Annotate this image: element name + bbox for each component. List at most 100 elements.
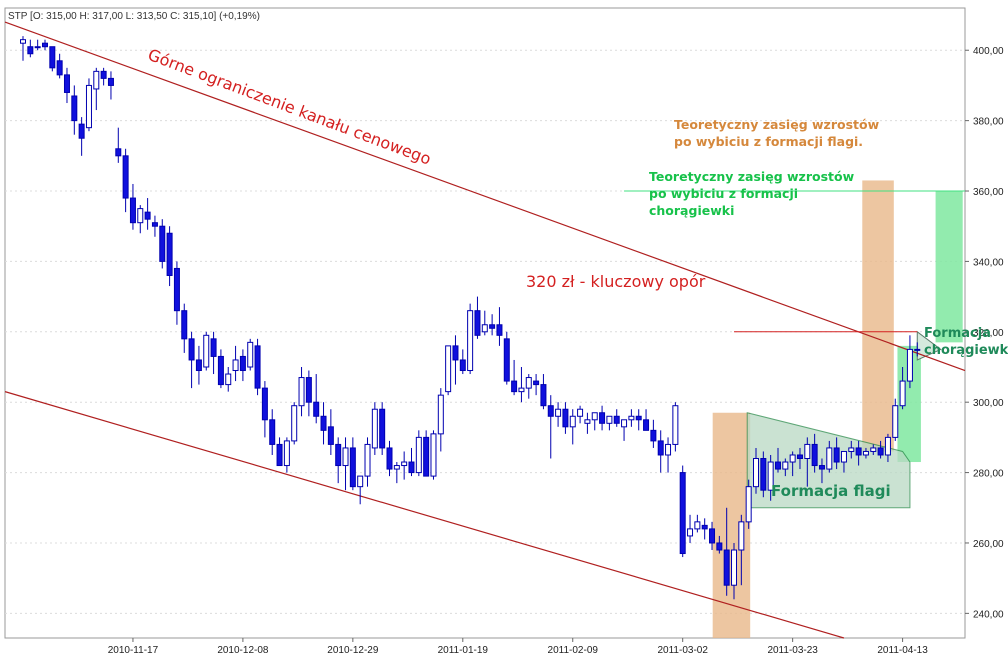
candle-body (401, 461, 408, 467)
candle-body (371, 408, 378, 449)
candle-body (833, 447, 840, 463)
lower-channel-line (4, 391, 845, 639)
candle-body (577, 408, 584, 417)
candle-body (643, 419, 650, 431)
candle-body (474, 310, 481, 336)
candle-body (56, 60, 63, 76)
candle-body (855, 447, 862, 456)
y-axis: 400,00 380,00 360,00 340,00 320,00 300,00 280,… (965, 46, 1004, 620)
candle-body (606, 415, 613, 424)
candle-body (298, 377, 305, 407)
candle-body (305, 377, 312, 403)
candle-body (122, 155, 129, 199)
candle-body (115, 148, 122, 157)
candle-body (884, 436, 891, 456)
candle-body (445, 345, 452, 393)
candle-body (782, 461, 789, 470)
candle-body (254, 345, 261, 389)
flag-target-box (862, 180, 894, 452)
candle-body (540, 384, 547, 407)
x-tick-label: 2010-12-08 (217, 645, 269, 656)
flag-label: Formacja flagi (771, 482, 891, 500)
candle-body (599, 412, 606, 424)
candle-body (672, 405, 679, 445)
candle-body (723, 549, 730, 586)
candle-body (518, 387, 525, 393)
y-tick-label: 380,00 (973, 117, 1004, 128)
candle-body (459, 359, 466, 372)
candle-body (210, 338, 217, 357)
candle-body (93, 70, 100, 90)
y-tick-label: 300,00 (973, 398, 1004, 409)
candle-body (225, 373, 232, 386)
candle-body (203, 334, 210, 368)
candle-body (430, 433, 437, 477)
candle-body (547, 405, 554, 417)
candle-body (452, 345, 459, 361)
y-tick-label: 320,00 (973, 328, 1004, 339)
candle-body (467, 310, 474, 372)
candle-body (745, 486, 752, 523)
candle-body (848, 447, 855, 452)
pennant-target-box (935, 191, 963, 343)
candle-body (313, 401, 320, 417)
candle-body (701, 524, 708, 530)
x-tick-label: 2011-03-02 (657, 645, 708, 656)
candle-body (335, 443, 342, 467)
resistance-label: 320 zł - kluczowy opór (526, 272, 706, 291)
candle-body (151, 222, 158, 227)
trend-lines (4, 21, 966, 639)
pennant-range-line-1: Teoretyczny zasięg wzrostów (649, 169, 855, 184)
upper-channel-line (4, 21, 966, 372)
pattern-zones (712, 180, 963, 638)
candle-body (804, 443, 811, 460)
flag-range-label: Teoretyczny zasięg wzrostów po wybiciu z… (674, 117, 879, 151)
candle-body (665, 443, 672, 456)
candle-body (796, 454, 803, 460)
candle-body (129, 197, 136, 224)
flag-range-line-1: Teoretyczny zasięg wzrostów (674, 117, 880, 132)
candle-body (27, 46, 34, 55)
candle-body (34, 46, 41, 49)
candle-body (217, 355, 224, 386)
candle-body (650, 429, 657, 442)
candle-body (41, 42, 48, 48)
candle-body (283, 440, 290, 467)
candle-body (511, 380, 518, 393)
candle-body (181, 310, 188, 340)
candle-body (489, 324, 496, 329)
candle-body (635, 415, 642, 421)
candle-body (628, 415, 635, 421)
candle-body (357, 475, 364, 488)
candle-body (562, 408, 569, 428)
candle-body (840, 450, 847, 463)
candle-body (877, 447, 884, 456)
x-tick-label: 2011-03-23 (767, 645, 818, 656)
candle-body (291, 405, 298, 442)
candle-body (862, 450, 869, 456)
candle-body (144, 211, 151, 220)
candle-body (818, 465, 825, 470)
pennant-range-line-3: chorągiewki (649, 202, 735, 218)
candle-body (709, 528, 716, 544)
candle-body (533, 380, 540, 386)
candle-body (914, 348, 921, 351)
candle-body (423, 436, 430, 477)
candle-body (166, 232, 173, 276)
candle-body (753, 458, 759, 488)
candle-body (731, 549, 738, 586)
y-tick-label: 260,00 (973, 539, 1004, 550)
candle-body (789, 454, 796, 463)
y-tick-label: 340,00 (973, 257, 1004, 268)
y-tick-label: 360,00 (973, 187, 1004, 198)
x-tick-label: 2010-11-17 (108, 645, 159, 656)
y-tick-label: 400,00 (973, 46, 1004, 57)
candle-body (195, 359, 202, 372)
candle-body (107, 77, 114, 86)
candle-body (232, 359, 239, 372)
candle-body (349, 447, 356, 488)
ticker-header: STP [O: 315,00 H: 317,00 L: 313,50 C: 31… (8, 11, 260, 22)
candle-body (49, 46, 56, 69)
candle-body (85, 84, 92, 129)
candle-body (870, 447, 877, 452)
